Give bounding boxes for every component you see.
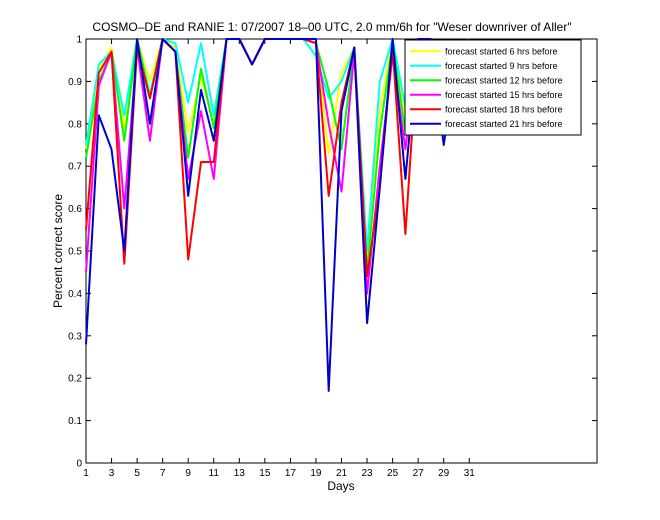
y-tick-label: 0.6 bbox=[68, 204, 82, 215]
x-tick-label: 27 bbox=[413, 468, 425, 479]
legend-entry: forecast started 12 hrs before bbox=[445, 75, 563, 85]
x-tick-label: 11 bbox=[209, 468, 220, 479]
y-tick-label: 0.5 bbox=[68, 247, 82, 258]
y-tick-label: 0.9 bbox=[68, 77, 82, 88]
x-tick-label: 19 bbox=[310, 468, 322, 479]
x-tick-label: 21 bbox=[336, 468, 348, 479]
legend-entry: forecast started 9 hrs before bbox=[445, 61, 558, 71]
legend-entry: forecast started 18 hrs before bbox=[445, 104, 563, 114]
x-tick-label: 3 bbox=[109, 468, 115, 479]
legend-box bbox=[404, 39, 582, 136]
x-tick-label: 7 bbox=[160, 468, 166, 479]
legend-entry: forecast started 21 hrs before bbox=[445, 119, 563, 129]
y-tick-label: 0.2 bbox=[68, 374, 82, 385]
series-line-6 bbox=[85, 38, 471, 392]
y-tick-label: 0.8 bbox=[68, 119, 82, 130]
y-axis: 0 0.1 0.2 0.3 0.4 0.5 0.6 0.7 0.8 0.9 1 bbox=[68, 35, 597, 470]
y-tick-label: 1 bbox=[76, 35, 82, 46]
chart-title: COSMO–DE and RANIE 1: 07/2007 18–00 UTC,… bbox=[92, 20, 571, 34]
x-tick-label: 31 bbox=[464, 468, 476, 479]
legend-entry: forecast started 6 hrs before bbox=[445, 46, 558, 56]
y-axis-label: Percent correct score bbox=[51, 194, 65, 308]
legend-entry: forecast started 15 hrs before bbox=[445, 90, 563, 100]
x-axis-label: Days bbox=[327, 479, 354, 493]
x-tick-label: 9 bbox=[185, 468, 191, 479]
x-tick-label: 17 bbox=[285, 468, 297, 479]
y-tick-label: 0.4 bbox=[68, 289, 82, 300]
y-tick-label: 0 bbox=[76, 459, 82, 470]
x-tick-label: 15 bbox=[259, 468, 271, 479]
x-tick-label: 1 bbox=[83, 468, 89, 479]
x-tick-label: 13 bbox=[234, 468, 246, 479]
y-tick-label: 0.1 bbox=[68, 416, 82, 427]
x-tick-label: 29 bbox=[438, 468, 450, 479]
legend: forecast started 6 hrs before forecast st… bbox=[404, 39, 582, 136]
y-tick-label: 0.7 bbox=[68, 162, 82, 173]
x-tick-label: 5 bbox=[134, 468, 140, 479]
x-tick-label: 25 bbox=[387, 468, 399, 479]
y-tick-label: 0.3 bbox=[68, 331, 82, 342]
x-tick-label: 23 bbox=[361, 468, 373, 479]
